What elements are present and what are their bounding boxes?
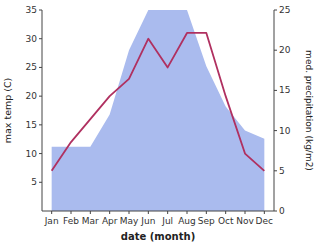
- y2-tick: [274, 10, 277, 11]
- y2-tick: [274, 50, 277, 51]
- y2-tick-label: 5: [279, 166, 285, 176]
- x-tick-label: Feb: [63, 216, 79, 226]
- y-tick-label: 20: [26, 91, 38, 101]
- chart: Jan FebMarAprMayJun Jul AugSepOctNovDec 5 10 1…: [0, 0, 318, 247]
- y-tick-label: 5: [31, 177, 37, 187]
- y-tick: [39, 96, 42, 97]
- y-tick: [39, 182, 42, 183]
- y-tick-label: 35: [26, 5, 37, 15]
- y-tick-label: 10: [26, 149, 38, 159]
- x-tick: [187, 211, 188, 214]
- x-tick-label: May: [120, 216, 139, 226]
- x-tick: [148, 211, 149, 214]
- y-tick: [39, 124, 42, 125]
- y2-tick-label: 0: [279, 206, 285, 216]
- y2-axis-line: [274, 10, 275, 211]
- x-tick-label: Sep: [198, 216, 215, 226]
- x-tick: [206, 211, 207, 214]
- x-tick: [167, 211, 168, 214]
- x-axis-line: [42, 211, 274, 212]
- plot-area: [52, 10, 265, 211]
- x-axis-label: date (month): [121, 231, 195, 242]
- x-tick: [129, 211, 130, 214]
- x-tick: [245, 211, 246, 214]
- x-tick-label: Jul: [161, 216, 173, 226]
- x-tick: [109, 211, 110, 214]
- x-tick-label: Aug: [178, 216, 196, 226]
- y-tick: [39, 67, 42, 68]
- page: {"chart_data": {"type": "line", "categor…: [0, 0, 318, 247]
- x-tick: [71, 211, 72, 214]
- y-axis-label: max temp (C): [2, 78, 13, 144]
- y2-tick: [274, 170, 277, 171]
- y2-tick: [274, 90, 277, 91]
- temperature-line: [52, 33, 265, 171]
- x-tick-label: Dec: [256, 216, 273, 226]
- x-tick-label: Jan: [44, 216, 59, 226]
- x-tick-label: Nov: [236, 216, 254, 226]
- y2-tick-label: 10: [279, 126, 291, 136]
- y2-tick-label: 25: [279, 5, 290, 15]
- x-tick: [225, 211, 226, 214]
- y-axis-line: [42, 10, 43, 211]
- y-tick: [39, 10, 42, 11]
- y-tick: [39, 38, 42, 39]
- y-tick-label: 25: [26, 62, 37, 72]
- y2-axis-label: med. precipitation (kg/m2): [304, 50, 314, 171]
- x-tick: [90, 211, 91, 214]
- chart-container: Jan FebMarAprMayJun Jul AugSepOctNovDec 5 10 1…: [0, 0, 318, 247]
- y-tick-label: 30: [26, 34, 38, 44]
- y2-tick: [274, 130, 277, 131]
- x-tick: [51, 211, 52, 214]
- y2-tick: [274, 211, 277, 212]
- precipitation-area: [52, 10, 265, 211]
- x-tick-label: Jun: [140, 216, 155, 226]
- x-tick-label: Mar: [82, 216, 99, 226]
- y2-tick-label: 15: [279, 85, 290, 95]
- y2-tick-label: 20: [279, 45, 291, 55]
- x-tick-label: Oct: [218, 216, 234, 226]
- y-tick-label: 15: [26, 120, 37, 130]
- x-tick: [264, 211, 265, 214]
- x-tick-label: Apr: [102, 216, 118, 226]
- y-tick: [39, 153, 42, 154]
